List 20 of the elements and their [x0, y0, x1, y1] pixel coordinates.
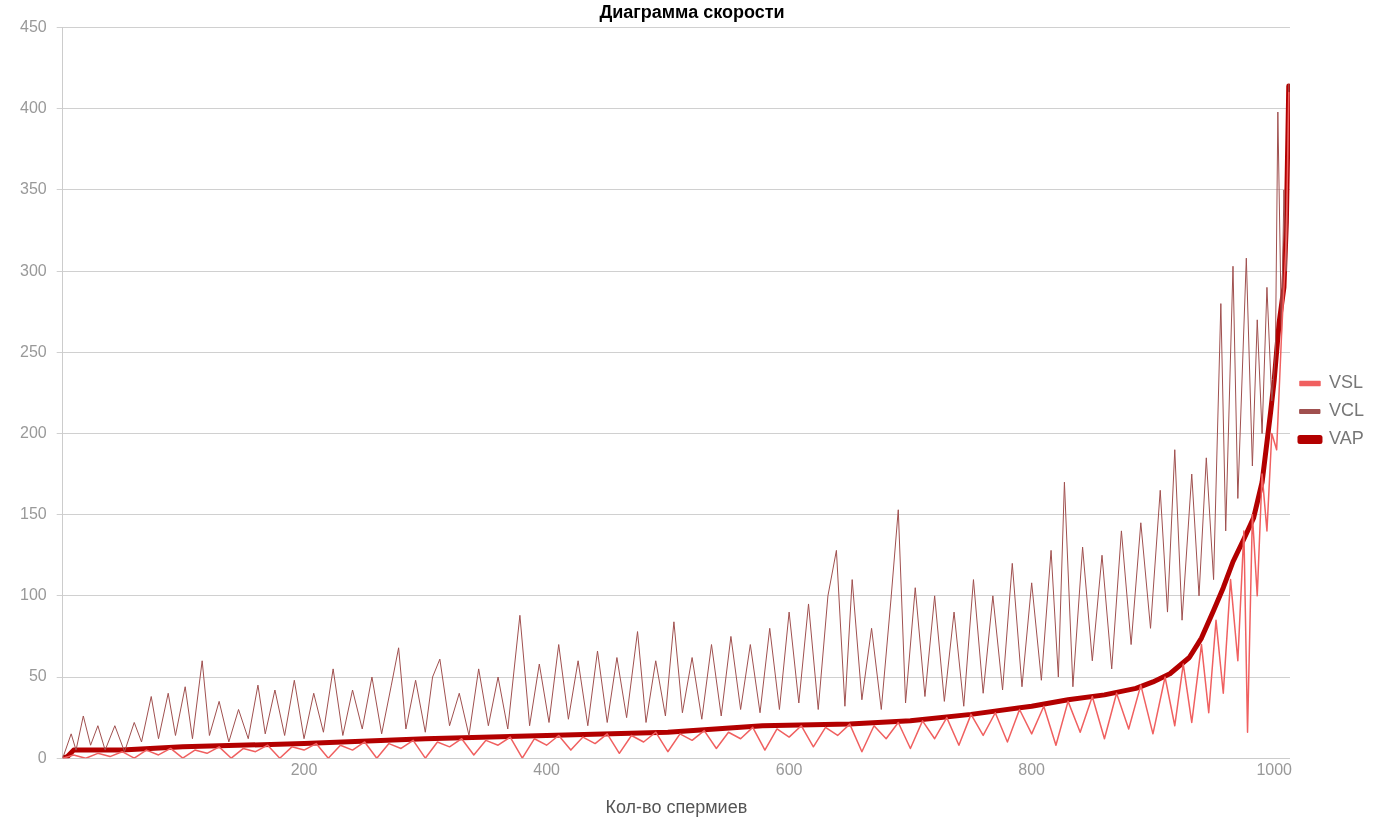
y-tick-label: 250 [19, 342, 47, 360]
y-tick-label: 150 [19, 505, 47, 523]
x-tick-label: 1000 [1256, 761, 1293, 779]
y-tick-label: 300 [19, 261, 47, 279]
x-tick-label: 400 [533, 761, 561, 779]
y-tick-label: 100 [19, 586, 47, 604]
legend-label: VSL [1328, 372, 1364, 393]
x-tick-label: 600 [775, 761, 803, 779]
legend-label: VCL [1328, 400, 1364, 421]
legend-label: VAP [1328, 428, 1364, 449]
y-tick-label: 200 [19, 423, 47, 441]
y-tick-label: 350 [19, 180, 47, 198]
y-tick-label: 50 [28, 667, 47, 685]
x-axis-title: Кол-во спермиев [605, 797, 748, 818]
y-tick-label: 0 [37, 748, 47, 766]
x-tick-label: 200 [290, 761, 318, 779]
x-tick-label: 800 [1018, 761, 1046, 779]
y-tick-label: 450 [19, 18, 47, 36]
chart-title: Диаграмма скорости [599, 1, 785, 22]
y-tick-label: 400 [19, 99, 47, 117]
